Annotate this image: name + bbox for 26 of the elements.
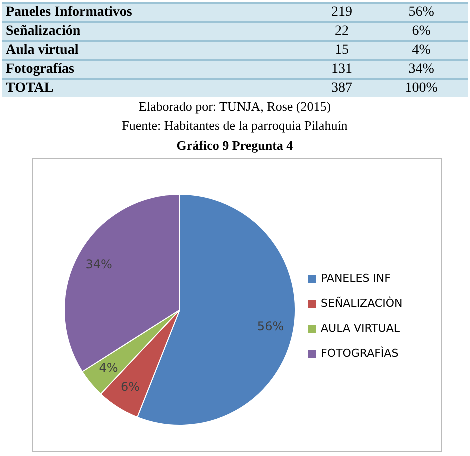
text: 56% — [375, 3, 468, 22]
data-label: 56% — [257, 319, 284, 334]
legend-label: AULA VIRTUAL — [320, 321, 402, 337]
data-label: 34% — [86, 258, 112, 272]
text: 131 — [308, 60, 376, 79]
text: 219 — [308, 3, 376, 22]
legend-label: FOTOGRAFÌAS — [320, 346, 400, 362]
text: Señalización — [2, 22, 309, 41]
text: 6% — [375, 22, 468, 41]
source-note: Fuente: Habitantes de la parroquia Pilahuín — [121, 117, 349, 135]
legend-label: SEÑALIZACIÒN — [320, 296, 403, 312]
text: 22 — [308, 22, 376, 41]
legend-label: PANELES INF — [320, 271, 392, 287]
data-label: 6% — [120, 380, 140, 394]
text: 4% — [375, 41, 468, 60]
text: 34% — [375, 60, 468, 79]
text: Elaborado por: TUNJA, Rose (2015) — [138, 98, 332, 116]
text: 100% — [375, 79, 468, 97]
data-label: 4% — [99, 361, 118, 376]
text: Aula virtual — [2, 41, 309, 60]
chart-title: Gráfico 9 Pregunta 4 — [176, 138, 294, 154]
text: TOTAL — [2, 79, 309, 97]
text: 15 — [308, 41, 376, 60]
text: Fotografías — [2, 60, 309, 79]
text: Paneles Informativos — [2, 3, 309, 22]
text: 387 — [308, 79, 376, 97]
